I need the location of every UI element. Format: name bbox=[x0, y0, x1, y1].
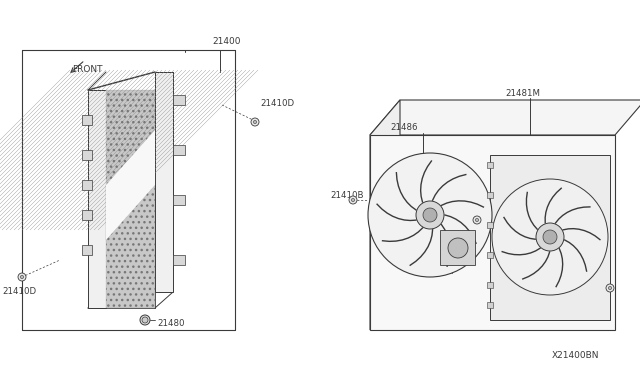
Text: 21410D: 21410D bbox=[260, 99, 294, 108]
Circle shape bbox=[20, 275, 24, 279]
Circle shape bbox=[606, 284, 614, 292]
Circle shape bbox=[473, 216, 481, 224]
Bar bbox=[487, 302, 493, 308]
Text: 21410B: 21410B bbox=[330, 190, 364, 199]
Polygon shape bbox=[370, 100, 400, 330]
Bar bbox=[173, 255, 185, 265]
Circle shape bbox=[476, 218, 479, 222]
Text: 21487: 21487 bbox=[428, 267, 456, 276]
Bar bbox=[487, 252, 493, 258]
Circle shape bbox=[448, 238, 468, 258]
Circle shape bbox=[609, 286, 612, 289]
Bar bbox=[82, 210, 92, 220]
Bar bbox=[106, 90, 156, 308]
Bar bbox=[155, 72, 173, 292]
Polygon shape bbox=[106, 90, 155, 240]
Circle shape bbox=[18, 273, 26, 281]
Bar bbox=[82, 115, 92, 125]
Text: 21400: 21400 bbox=[212, 38, 241, 46]
Bar bbox=[82, 180, 92, 190]
Bar bbox=[82, 245, 92, 255]
Circle shape bbox=[142, 317, 148, 323]
Bar bbox=[88, 90, 106, 308]
Circle shape bbox=[349, 196, 357, 204]
Bar bbox=[370, 135, 615, 330]
Text: 21410D: 21410D bbox=[2, 288, 36, 296]
Text: 21481M: 21481M bbox=[505, 89, 540, 97]
Circle shape bbox=[368, 153, 492, 277]
Circle shape bbox=[423, 208, 437, 222]
Polygon shape bbox=[106, 130, 155, 240]
Text: 21480: 21480 bbox=[157, 318, 184, 327]
Bar bbox=[487, 282, 493, 288]
Text: X21400BN: X21400BN bbox=[552, 350, 600, 359]
Bar bbox=[487, 162, 493, 168]
Bar bbox=[487, 222, 493, 228]
Text: FRONT: FRONT bbox=[72, 65, 102, 74]
Bar bbox=[490, 155, 610, 320]
Circle shape bbox=[416, 201, 444, 229]
Circle shape bbox=[351, 198, 355, 202]
Polygon shape bbox=[370, 100, 640, 135]
Circle shape bbox=[543, 230, 557, 244]
Bar bbox=[487, 192, 493, 198]
Circle shape bbox=[251, 118, 259, 126]
Circle shape bbox=[253, 121, 257, 124]
Bar bbox=[173, 145, 185, 155]
Polygon shape bbox=[106, 130, 155, 308]
Circle shape bbox=[140, 315, 150, 325]
Circle shape bbox=[536, 223, 564, 251]
Circle shape bbox=[492, 179, 608, 295]
Bar bbox=[173, 195, 185, 205]
Text: 21410D: 21410D bbox=[445, 202, 479, 212]
Text: 21410A: 21410A bbox=[565, 253, 598, 263]
Bar bbox=[82, 150, 92, 160]
Bar bbox=[173, 95, 185, 105]
Text: 21486: 21486 bbox=[390, 124, 417, 132]
Polygon shape bbox=[440, 230, 475, 265]
